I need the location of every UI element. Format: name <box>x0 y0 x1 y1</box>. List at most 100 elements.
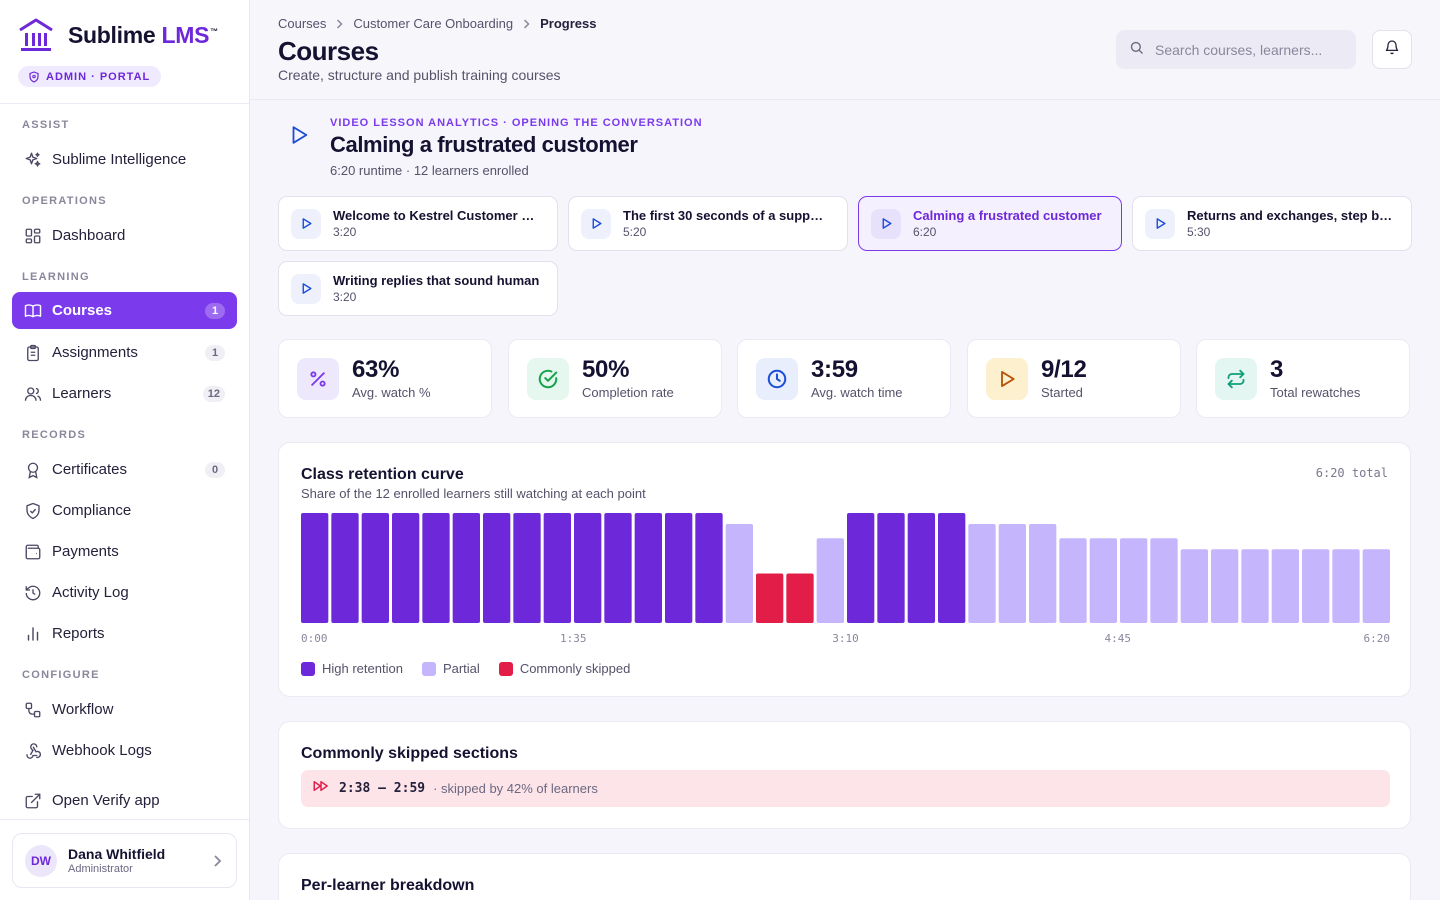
nav-item-courses[interactable]: Courses 1 <box>12 292 237 329</box>
retention-bar <box>968 524 996 623</box>
lesson-card[interactable]: Welcome to Kestrel Customer Care 3:20 <box>278 196 558 251</box>
nav-label: Activity Log <box>52 584 129 601</box>
notifications-button[interactable] <box>1372 30 1412 69</box>
lesson-duration: 5:20 <box>623 225 647 239</box>
nav-item-workflow[interactable]: Workflow <box>12 691 237 728</box>
sparkle-icon <box>24 151 42 169</box>
retention-bar <box>816 538 844 623</box>
clock-icon <box>756 357 798 400</box>
retention-bar <box>1271 549 1299 623</box>
retention-bar <box>331 513 359 623</box>
user-menu[interactable]: DW Dana Whitfield Administrator <box>12 833 237 888</box>
nav-item-certificates[interactable]: Certificates 0 <box>12 451 237 488</box>
brand[interactable]: Sublime LMS™ <box>18 18 218 52</box>
lesson-card[interactable]: The first 30 seconds of a support call 5:… <box>568 196 848 251</box>
nav-item-payments[interactable]: Payments <box>12 533 237 570</box>
nav-item-assignments[interactable]: Assignments 1 <box>12 334 237 371</box>
nav-label: Learners <box>52 385 112 402</box>
play-icon <box>871 208 901 239</box>
lesson-duration: 3:20 <box>333 290 357 304</box>
user-name: Dana Whitfield <box>68 846 166 862</box>
retention-bar <box>1302 549 1330 623</box>
lesson-card[interactable]: Writing replies that sound human 3:20 <box>278 261 558 316</box>
retention-bar <box>513 513 541 623</box>
retention-bar <box>483 513 511 623</box>
retention-bar <box>361 513 389 623</box>
nav-item-activity-log[interactable]: Activity Log <box>12 574 237 611</box>
retention-chart: 0:00 1:35 3:10 4:45 6:20 <box>301 513 1390 645</box>
lesson-name: Calming a frustrated customer <box>913 208 1102 223</box>
retention-bar <box>604 513 632 623</box>
retention-bar <box>786 573 814 623</box>
dashboard-icon <box>24 227 42 245</box>
nav-label: Compliance <box>52 502 132 519</box>
portal-badge: ADMIN · PORTAL <box>18 66 162 87</box>
stat-value: 3 <box>1270 356 1284 383</box>
chart-legend: High retention Partial Commonly skipped <box>301 661 649 676</box>
breadcrumb: Courses Customer Care Onboarding Progres… <box>278 16 597 31</box>
breadcrumb-item-course[interactable]: Customer Care Onboarding <box>353 16 514 31</box>
nav-item-compliance[interactable]: Compliance <box>12 492 237 529</box>
search-input[interactable] <box>1155 41 1345 58</box>
chevron-right-icon <box>523 18 530 29</box>
play-icon <box>986 357 1028 400</box>
retention-bar <box>1029 524 1057 623</box>
lesson-eyebrow: VIDEO LESSON ANALYTICS · OPENING THE CON… <box>330 117 703 129</box>
retention-bar <box>665 513 693 623</box>
logo-icon <box>19 18 53 51</box>
nav-item-dashboard[interactable]: Dashboard <box>12 217 237 254</box>
legend-swatch <box>498 661 513 676</box>
lesson-card[interactable]: Returns and exchanges, step by step 5:30 <box>1132 196 1412 251</box>
retention-bar <box>301 513 329 623</box>
play-icon <box>288 124 310 151</box>
retention-bar <box>1150 538 1178 623</box>
play-icon <box>291 273 321 304</box>
stat-card-completion: 50% Completion rate <box>508 339 722 418</box>
nav-count-badge: 1 <box>205 345 225 361</box>
nav-item-open-verify-app[interactable]: Open Verify app <box>12 782 237 819</box>
nav-count-badge: 12 <box>202 386 225 402</box>
retention-bar <box>1120 538 1148 623</box>
retention-bar <box>725 524 753 623</box>
avatar: DW <box>25 844 57 877</box>
percent-icon <box>297 357 339 400</box>
workflow-icon <box>24 701 42 719</box>
lesson-name: The first 30 seconds of a support call <box>623 208 831 223</box>
webhook-icon <box>24 742 42 760</box>
shield-check-icon <box>24 502 42 520</box>
nav-count-badge: 0 <box>205 462 225 478</box>
page-title: Courses <box>278 36 379 66</box>
lesson-title: Calming a frustrated customer <box>330 132 638 157</box>
stat-label: Completion rate <box>582 385 674 400</box>
nav-section-operations: OPERATIONS <box>22 195 107 207</box>
stat-label: Avg. watch time <box>811 385 903 400</box>
retention-bar <box>1241 549 1269 623</box>
lesson-duration: 3:20 <box>333 225 357 239</box>
nav-item-reports[interactable]: Reports <box>12 615 237 652</box>
stat-label: Started <box>1041 385 1083 400</box>
search-icon <box>1129 40 1144 60</box>
skipped-section-row[interactable]: 2:38 – 2:59 · skipped by 42% of learners <box>301 770 1390 807</box>
sidebar: Sublime LMS™ ADMIN · PORTAL ASSIST Subli… <box>0 0 250 900</box>
chevron-right-icon <box>212 854 222 873</box>
x-tick-label: 0:00 <box>301 632 328 645</box>
breadcrumb-item-courses[interactable]: Courses <box>278 16 327 31</box>
lesson-card-active[interactable]: Calming a frustrated customer 6:20 <box>858 196 1122 251</box>
check-circle-icon <box>527 357 569 400</box>
retention-subtitle: Share of the 12 enrolled learners still … <box>301 486 646 501</box>
nav-count-badge: 1 <box>205 303 225 319</box>
nav-item-sublime-intelligence[interactable]: Sublime Intelligence <box>12 141 237 178</box>
nav-label: Workflow <box>52 701 114 718</box>
nav-item-learners[interactable]: Learners 12 <box>12 375 237 412</box>
stat-label: Avg. watch % <box>352 385 431 400</box>
retention-bar <box>998 524 1026 623</box>
legend-swatch <box>421 661 436 676</box>
stat-label: Total rewatches <box>1270 385 1361 400</box>
nav-item-webhook-logs[interactable]: Webhook Logs <box>12 732 237 769</box>
retention-bar <box>543 513 571 623</box>
page-header: Courses Customer Care Onboarding Progres… <box>250 0 1440 100</box>
nav-label: Payments <box>52 543 119 560</box>
stat-card-avg-watch: 63% Avg. watch % <box>278 339 492 418</box>
page-subtitle: Create, structure and publish training c… <box>278 67 561 83</box>
lesson-name: Writing replies that sound human <box>333 273 540 288</box>
